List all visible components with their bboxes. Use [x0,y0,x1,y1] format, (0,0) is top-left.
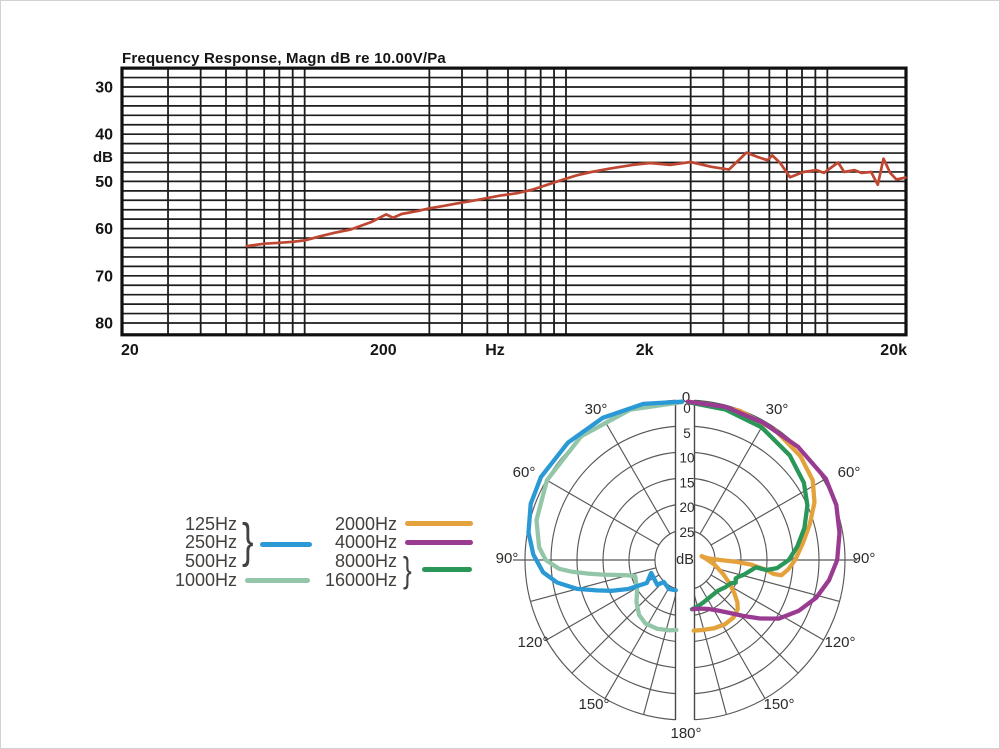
legend-swatch-125-500hz [260,542,312,547]
svg-text:90°: 90° [496,550,519,567]
svg-text:150°: 150° [578,696,609,713]
legend-swatch-1000hz [245,578,310,583]
fr-chart-title: Frequency Response, Magn dB re 10.00V/Pa [122,50,446,67]
svg-text:90°: 90° [853,550,876,567]
legend-label-125hz: 125Hz [184,514,237,534]
polar-curve-8000-16000Hz [685,399,810,612]
svg-text:150°: 150° [763,696,794,713]
svg-text:60: 60 [95,221,113,238]
svg-text:20: 20 [679,500,694,515]
svg-text:15: 15 [679,475,694,490]
polar-curve-1000Hz [534,399,685,633]
polar-curve-2000Hz [685,399,817,633]
polar-curve-125-500Hz [526,399,685,593]
legend-label-1000hz: 1000Hz [174,570,237,590]
svg-text:20k: 20k [880,342,907,359]
svg-text:60°: 60° [838,464,861,481]
svg-text:120°: 120° [517,634,548,651]
legend-label-16000hz: 16000Hz [324,570,397,590]
svg-text:180°: 180° [670,725,701,742]
legend-label-2000hz: 2000Hz [334,514,397,534]
svg-text:dB: dB [676,552,694,568]
svg-text:60°: 60° [513,464,536,481]
svg-text:Hz: Hz [485,342,505,359]
svg-text:5: 5 [683,426,691,441]
svg-text:80: 80 [95,316,113,333]
legend-label-250hz: 250Hz [184,532,237,552]
svg-text:30°: 30° [585,401,608,418]
svg-text:0: 0 [683,401,691,416]
svg-text:200: 200 [370,342,397,359]
svg-text:50: 50 [95,174,113,191]
polar-curve-4000Hz [685,399,842,621]
legend-brace-high-group: } [403,549,412,590]
legend-label-8000hz: 8000Hz [334,551,397,571]
svg-text:2k: 2k [636,342,654,359]
svg-text:30°: 30° [766,401,789,418]
legend-label-4000hz: 4000Hz [334,532,397,552]
svg-text:10: 10 [679,451,694,466]
legend-swatch-4000hz [405,540,473,545]
legend-swatch-8000-16000hz [422,567,472,572]
legend-label-500hz: 500Hz [184,551,237,571]
svg-text:70: 70 [95,268,113,285]
legend-swatch-2000hz [405,521,473,526]
svg-text:30: 30 [95,80,113,97]
svg-text:40: 40 [95,127,113,144]
svg-text:25: 25 [679,525,694,540]
svg-text:120°: 120° [824,634,855,651]
svg-text:20: 20 [121,342,139,359]
legend-brace-low-group: } [242,515,254,568]
svg-text:0: 0 [682,389,690,406]
svg-text:dB: dB [93,149,113,166]
